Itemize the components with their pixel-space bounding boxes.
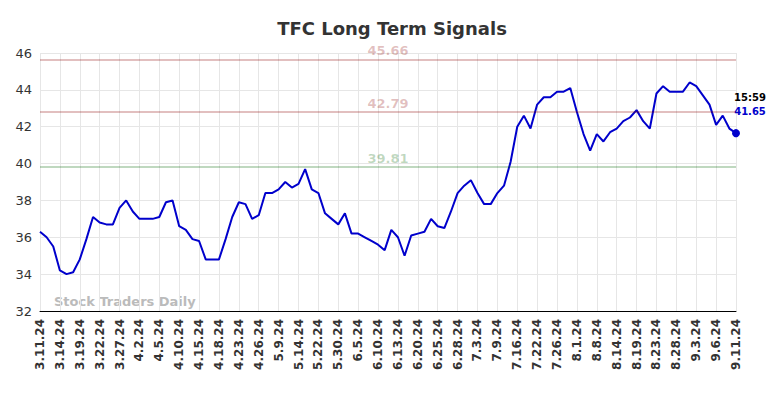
svg-text:8.14.24: 8.14.24 xyxy=(610,319,624,370)
svg-text:34: 34 xyxy=(15,267,32,282)
svg-text:40: 40 xyxy=(15,156,32,171)
svg-text:39.81: 39.81 xyxy=(367,151,408,166)
svg-text:15:59: 15:59 xyxy=(734,92,766,103)
svg-text:6.28.24: 6.28.24 xyxy=(451,319,465,370)
svg-text:7.22.24: 7.22.24 xyxy=(530,319,544,370)
svg-text:32: 32 xyxy=(15,304,32,319)
svg-text:4.10.24: 4.10.24 xyxy=(172,319,186,370)
svg-text:36: 36 xyxy=(15,230,32,245)
svg-text:9.6.24: 9.6.24 xyxy=(709,319,723,362)
svg-text:41.65: 41.65 xyxy=(734,106,766,117)
svg-text:5.30.24: 5.30.24 xyxy=(331,319,345,370)
svg-text:4.23.24: 4.23.24 xyxy=(232,319,246,370)
svg-text:3.14.24: 3.14.24 xyxy=(53,319,67,370)
svg-text:42.79: 42.79 xyxy=(367,96,408,111)
svg-text:8.19.24: 8.19.24 xyxy=(630,319,644,370)
svg-text:4.5.24: 4.5.24 xyxy=(152,319,166,362)
svg-text:6.5.24: 6.5.24 xyxy=(351,319,365,362)
svg-text:42: 42 xyxy=(15,119,32,134)
svg-text:4.18.24: 4.18.24 xyxy=(212,319,226,370)
svg-text:9.3.24: 9.3.24 xyxy=(689,319,703,362)
svg-text:4.26.24: 4.26.24 xyxy=(252,319,266,370)
svg-text:9.11.24: 9.11.24 xyxy=(729,319,743,370)
svg-text:7.16.24: 7.16.24 xyxy=(510,319,524,370)
svg-text:8.23.24: 8.23.24 xyxy=(649,319,663,370)
svg-text:8.1.24: 8.1.24 xyxy=(570,319,584,362)
svg-text:5.9.24: 5.9.24 xyxy=(272,319,286,362)
svg-text:6.13.24: 6.13.24 xyxy=(391,319,405,370)
svg-text:38: 38 xyxy=(15,193,32,208)
svg-text:6.25.24: 6.25.24 xyxy=(431,319,445,370)
svg-text:7.26.24: 7.26.24 xyxy=(550,319,564,370)
svg-text:7.3.24: 7.3.24 xyxy=(470,319,484,362)
svg-text:TFC Long Term Signals: TFC Long Term Signals xyxy=(277,18,507,39)
svg-text:8.8.24: 8.8.24 xyxy=(590,319,604,362)
svg-text:3.27.24: 3.27.24 xyxy=(113,319,127,370)
svg-text:46: 46 xyxy=(15,46,32,61)
svg-text:6.10.24: 6.10.24 xyxy=(371,319,385,370)
svg-text:3.19.24: 3.19.24 xyxy=(73,319,87,370)
svg-text:45.66: 45.66 xyxy=(367,43,408,58)
svg-text:7.9.24: 7.9.24 xyxy=(490,319,504,362)
svg-text:4.15.24: 4.15.24 xyxy=(192,319,206,370)
svg-text:Stock Traders Daily: Stock Traders Daily xyxy=(54,294,196,309)
svg-text:3.11.24: 3.11.24 xyxy=(33,319,47,370)
svg-text:4.2.24: 4.2.24 xyxy=(132,319,146,362)
svg-text:8.28.24: 8.28.24 xyxy=(669,319,683,370)
svg-text:3.22.24: 3.22.24 xyxy=(93,319,107,370)
svg-text:6.20.24: 6.20.24 xyxy=(411,319,425,370)
svg-text:5.14.24: 5.14.24 xyxy=(292,319,306,370)
svg-text:5.22.24: 5.22.24 xyxy=(311,319,325,370)
svg-text:44: 44 xyxy=(15,82,32,97)
